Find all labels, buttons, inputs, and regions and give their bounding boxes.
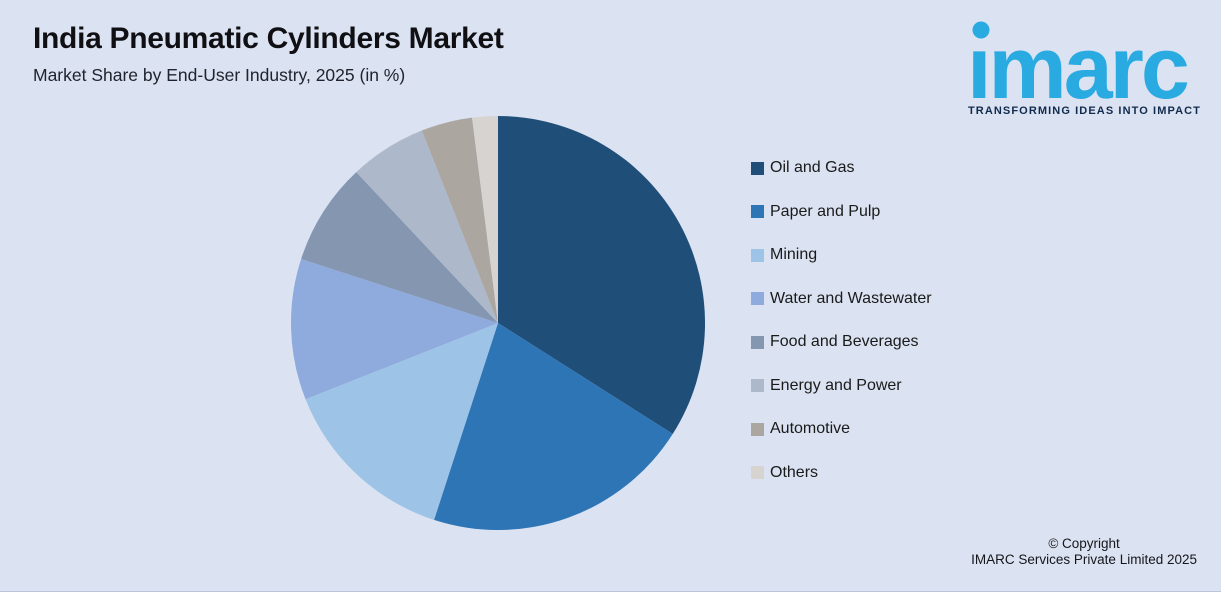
legend-label: Oil and Gas — [770, 159, 855, 176]
legend-swatch — [751, 379, 764, 392]
legend-swatch — [751, 161, 764, 175]
legend-item: Mining — [751, 245, 932, 265]
legend-label: Energy and Power — [770, 376, 902, 394]
legend-swatch — [751, 292, 764, 305]
legend-label: Food and Beverages — [770, 333, 919, 350]
legend-swatch — [751, 335, 764, 349]
pie-slice-energy-and-power — [356, 130, 498, 323]
legend-item: Automotive — [751, 419, 932, 439]
legend-label: Mining — [770, 246, 818, 263]
legend-swatch — [751, 248, 764, 262]
pie-slice-food-and-beverages — [301, 172, 498, 323]
legend-item: Paper and Pulp — [751, 202, 932, 222]
legend-item: Oil and Gas — [751, 158, 932, 178]
legend-item: Food and Beverages — [751, 332, 932, 352]
header: India Pneumatic Cylinders Market Market … — [33, 21, 504, 86]
copyright-notice: © Copyright IMARC Services Private Limit… — [971, 536, 1197, 568]
pie-slice-paper-and-pulp — [434, 323, 673, 530]
pie-slice-oil-and-gas — [498, 116, 705, 434]
legend-label: Water and Wastewater — [770, 289, 932, 307]
copyright-line-2: IMARC Services Private Limited 2025 — [971, 552, 1197, 567]
legend-item: Others — [751, 463, 932, 483]
pie-slice-water-and-wastewater — [291, 259, 498, 400]
imarc-logo: ımarc TRANSFORMING IDEAS INTO IMPACT — [967, 18, 1201, 117]
legend-item: Water and Wastewater — [751, 289, 932, 309]
legend-label: Paper and Pulp — [770, 202, 881, 220]
legend-label: Others — [770, 463, 819, 481]
legend-swatch — [751, 205, 764, 218]
legend-swatch — [751, 422, 764, 436]
pie-slice-automotive — [421, 117, 498, 323]
legend-item: Energy and Power — [751, 376, 932, 396]
chart-legend: Oil and Gas Paper and Pulp Mining Water and… — [751, 158, 932, 483]
page-subtitle: Market Share by End-User Industry, 2025 … — [33, 65, 406, 85]
pie-chart — [291, 116, 705, 530]
logo-i-dot-icon — [972, 21, 990, 39]
legend-label: Automotive — [770, 420, 851, 437]
imarc-logo-text: ımarc — [967, 18, 1188, 117]
pie-slice-mining — [305, 323, 498, 520]
pie-slice-others — [472, 116, 498, 323]
page-title: India Pneumatic Cylinders Market — [33, 22, 504, 55]
legend-swatch — [751, 466, 764, 479]
copyright-line-1: © Copyright — [1048, 536, 1120, 551]
imarc-tagline: TRANSFORMING IDEAS INTO IMPACT — [968, 105, 1201, 117]
